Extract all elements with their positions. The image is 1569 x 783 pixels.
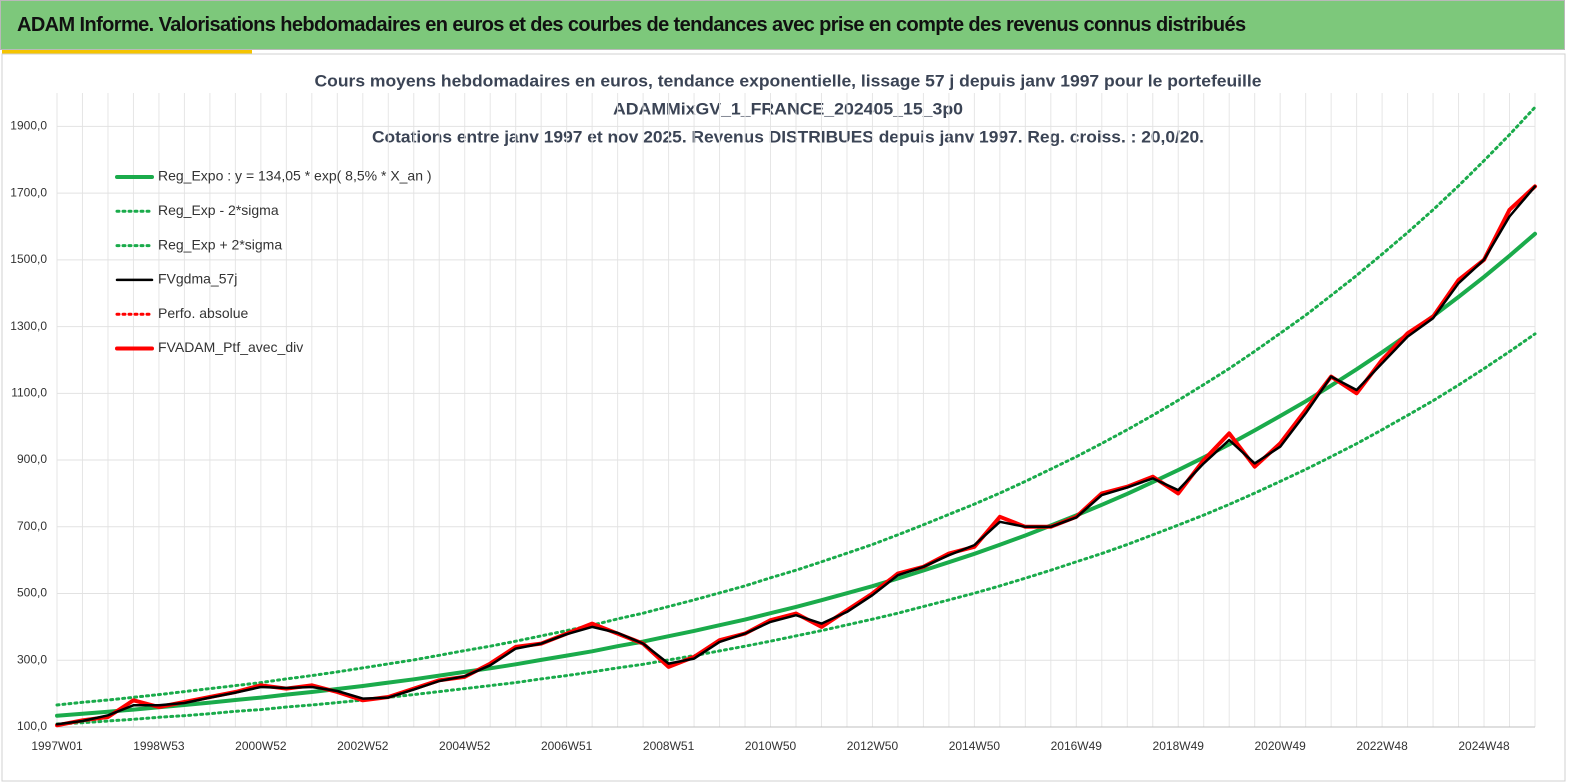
legend-label: Perfo. absolue xyxy=(158,305,248,321)
x-tick-label: 1998W53 xyxy=(133,739,185,753)
legend-label: FVADAM_Ptf_avec_div xyxy=(158,339,303,355)
accent-bar xyxy=(2,50,252,54)
chart-title: Cours moyens hebdomadaires en euros, ten… xyxy=(315,71,1262,90)
x-tick-label: 2016W49 xyxy=(1051,739,1103,753)
y-tick-label: 300,0 xyxy=(17,652,47,666)
legend-label: Reg_Exp - 2*sigma xyxy=(158,202,279,218)
x-tick-label: 1997W01 xyxy=(31,739,83,753)
legend-label: Reg_Exp + 2*sigma xyxy=(158,236,282,252)
legend-label: FVgdma_57j xyxy=(158,271,237,287)
series-line xyxy=(55,185,1537,726)
series-line xyxy=(55,231,1537,718)
y-tick-label: 100,0 xyxy=(17,719,47,733)
y-tick-label: 1100,0 xyxy=(11,385,47,399)
x-tick-label: 2004W52 xyxy=(439,739,491,753)
x-tick-label: 2018W49 xyxy=(1153,739,1205,753)
y-tick-label: 500,0 xyxy=(17,586,47,600)
x-tick-label: 2022W48 xyxy=(1356,739,1408,753)
x-tick-label: 2002W52 xyxy=(337,739,389,753)
header-title: ADAM Informe. Valorisations hebdomadaire… xyxy=(17,14,1246,36)
y-tick-label: 1900,0 xyxy=(10,119,47,133)
header: ADAM Informe. Valorisations hebdomadaire… xyxy=(0,0,1565,50)
x-tick-label: 2006W51 xyxy=(541,739,593,753)
x-tick-label: 2014W50 xyxy=(949,739,1001,753)
chart-title: Cotations entre janv 1997 et nov 2025. R… xyxy=(372,127,1204,146)
x-tick-label: 2008W51 xyxy=(643,739,695,753)
legend-label: Reg_Expo : y = 134,05 * exp( 8,5% * X_an… xyxy=(158,168,432,184)
chart-frame xyxy=(1,53,1566,782)
series-line xyxy=(55,332,1537,726)
series-line xyxy=(55,105,1537,707)
chart-title: ADAMMixGV_1_FRANCE_202405_15_3p0 xyxy=(613,99,963,118)
y-tick-label: 1500,0 xyxy=(10,252,47,266)
x-tick-label: 2024W48 xyxy=(1458,739,1510,753)
x-tick-label: 2020W49 xyxy=(1254,739,1306,753)
x-tick-label: 2010W50 xyxy=(745,739,797,753)
x-tick-label: 2012W50 xyxy=(847,739,899,753)
x-tick-label: 2000W52 xyxy=(235,739,287,753)
y-tick-label: 1700,0 xyxy=(10,185,47,199)
y-tick-label: 700,0 xyxy=(17,519,47,533)
y-tick-label: 1300,0 xyxy=(10,319,47,333)
y-tick-label: 900,0 xyxy=(17,452,47,466)
